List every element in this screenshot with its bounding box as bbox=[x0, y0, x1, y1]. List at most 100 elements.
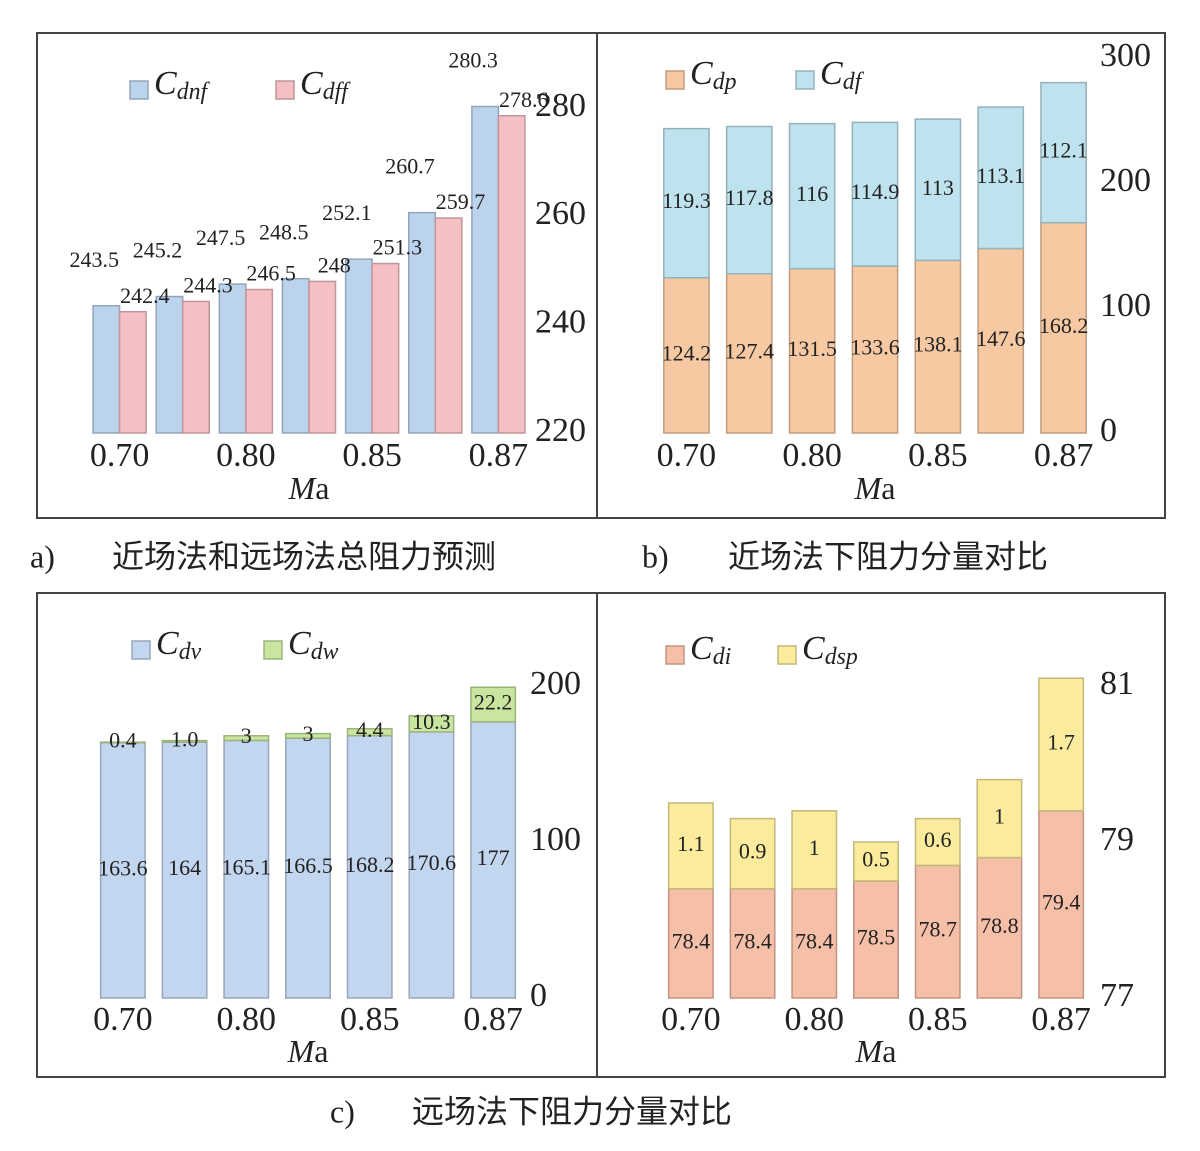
value-label: 177 bbox=[477, 845, 510, 870]
value-label: 124.2 bbox=[662, 340, 712, 365]
bar bbox=[434, 217, 463, 434]
bar-segment bbox=[408, 715, 455, 733]
bar-segment bbox=[470, 686, 517, 723]
bar-segment bbox=[977, 247, 1025, 434]
bar-segment bbox=[1038, 677, 1085, 812]
bar-segment bbox=[725, 125, 773, 275]
value-label: 168.2 bbox=[1039, 313, 1089, 338]
value-label: 22.2 bbox=[474, 690, 513, 715]
x-tick-label: 0.80 bbox=[782, 437, 842, 474]
bar-segment bbox=[346, 734, 393, 999]
x-tick-label: 0.70 bbox=[93, 1001, 153, 1038]
bar bbox=[408, 211, 437, 434]
x-tick-label: 0.85 bbox=[340, 1001, 400, 1038]
bar-segment bbox=[725, 273, 773, 434]
caption: 近场法和远场法总阻力预测 bbox=[112, 538, 496, 574]
x-tick-label: 0.87 bbox=[1034, 437, 1094, 474]
value-label: 246.5 bbox=[246, 261, 296, 286]
panel-frame bbox=[596, 32, 1166, 519]
value-label: 3 bbox=[303, 721, 314, 746]
bar-segment bbox=[729, 817, 776, 890]
bar bbox=[497, 114, 526, 434]
value-label: 4.4 bbox=[356, 717, 384, 742]
bar-segment bbox=[99, 742, 146, 999]
value-label: 243.5 bbox=[70, 247, 120, 272]
bar-segment bbox=[976, 778, 1023, 859]
value-label: 1 bbox=[809, 835, 820, 860]
x-tick-label: 0.80 bbox=[217, 1001, 277, 1038]
legend-label: Cdff bbox=[300, 65, 351, 106]
value-label: 112.1 bbox=[1039, 138, 1088, 163]
value-label: 78.7 bbox=[918, 917, 957, 942]
bar bbox=[308, 280, 337, 434]
bar-segment bbox=[914, 817, 961, 867]
x-tick-label: 0.87 bbox=[469, 437, 529, 474]
bar-segment bbox=[851, 121, 899, 267]
legend-label: Cdnf bbox=[154, 65, 210, 106]
x-tick-label: 0.85 bbox=[908, 437, 968, 474]
legend-label: Cdf bbox=[820, 55, 865, 96]
value-label: 10.3 bbox=[412, 709, 451, 734]
y-tick-label: 260 bbox=[535, 195, 586, 232]
value-label: 78.4 bbox=[795, 928, 834, 953]
bar bbox=[218, 283, 247, 434]
value-label: 133.6 bbox=[850, 335, 900, 360]
value-label: 163.6 bbox=[98, 855, 148, 880]
value-label: 79.4 bbox=[1042, 889, 1081, 914]
value-label: 1 bbox=[994, 804, 1005, 829]
legend-label: Cdi bbox=[690, 630, 731, 671]
legend-swatch bbox=[131, 640, 151, 660]
value-label: 242.4 bbox=[120, 283, 170, 308]
bar-segment bbox=[1038, 810, 1085, 999]
value-label: 127.4 bbox=[725, 338, 775, 363]
bar-segment bbox=[976, 856, 1023, 999]
x-tick-label: 0.70 bbox=[661, 1001, 721, 1038]
caption-label: a) bbox=[30, 538, 55, 574]
bar-segment bbox=[663, 127, 710, 279]
value-label: 252.1 bbox=[322, 200, 372, 225]
value-label: 170.6 bbox=[407, 850, 457, 875]
value-label: 278.6 bbox=[499, 87, 549, 112]
bar-segment bbox=[346, 727, 393, 737]
value-label: 113 bbox=[922, 175, 954, 200]
x-tick-label: 0.70 bbox=[90, 437, 150, 474]
value-label: 164 bbox=[168, 855, 201, 880]
x-tick-label: 0.87 bbox=[1031, 1001, 1091, 1038]
bar-segment bbox=[851, 265, 899, 434]
value-label: 113.1 bbox=[976, 163, 1025, 188]
bar bbox=[181, 300, 210, 434]
bar-segment bbox=[788, 267, 836, 434]
y-tick-label: 300 bbox=[1100, 37, 1151, 74]
legend-swatch bbox=[129, 80, 149, 100]
x-tick-label: 0.70 bbox=[657, 437, 717, 474]
value-label: 280.3 bbox=[448, 48, 498, 73]
bar-segment bbox=[99, 741, 146, 744]
bar-segment bbox=[729, 888, 776, 999]
y-tick-label: 81 bbox=[1100, 665, 1134, 702]
value-label: 245.2 bbox=[133, 238, 183, 263]
bar bbox=[92, 305, 121, 434]
y-tick-label: 240 bbox=[535, 304, 586, 341]
bar bbox=[245, 288, 274, 434]
x-tick-label: 0.85 bbox=[342, 437, 402, 474]
value-label: 119.3 bbox=[662, 188, 711, 213]
y-tick-label: 220 bbox=[535, 412, 586, 449]
bar-segment bbox=[285, 732, 331, 740]
value-label: 165.1 bbox=[222, 854, 272, 879]
legend-swatch bbox=[665, 645, 685, 665]
y-tick-label: 100 bbox=[530, 821, 581, 858]
value-label: 116 bbox=[796, 181, 828, 206]
value-label: 0.9 bbox=[739, 839, 767, 864]
value-label: 78.4 bbox=[733, 928, 772, 953]
panel-frame bbox=[596, 592, 1166, 1078]
x-tick-label: 0.87 bbox=[463, 1001, 523, 1038]
bar-segment bbox=[223, 735, 270, 742]
legend-label: Cdw bbox=[288, 625, 339, 666]
y-tick-label: 200 bbox=[1100, 162, 1151, 199]
legend-label: Cdsp bbox=[802, 630, 858, 671]
y-tick-label: 100 bbox=[1100, 287, 1151, 324]
bar-segment bbox=[853, 880, 899, 999]
bar bbox=[281, 277, 310, 434]
value-label: 0.6 bbox=[924, 827, 952, 852]
bar-segment bbox=[1040, 81, 1087, 224]
